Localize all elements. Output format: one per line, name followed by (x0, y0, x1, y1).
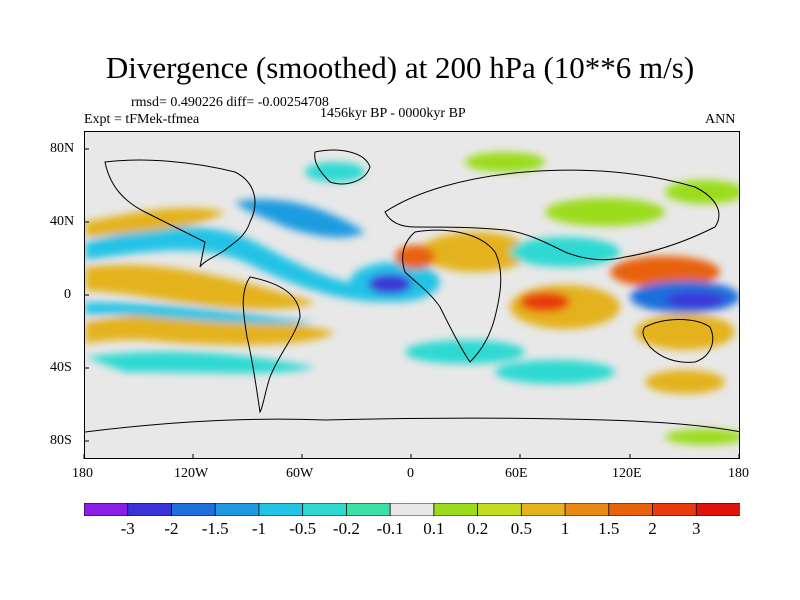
colorbar-swatch (652, 503, 698, 516)
west-pacific-convergence-core (665, 292, 725, 308)
x-tick-marks (83, 454, 740, 459)
west-pacific-south-warm (635, 314, 735, 350)
colorbar-label: 0.2 (466, 519, 489, 538)
arctic-blob-2 (465, 152, 545, 172)
divergence-map (85, 132, 739, 458)
y-tick-label: 80N (50, 141, 75, 156)
colorbar-swatch (302, 503, 348, 516)
x-tick-label: 120W (174, 466, 209, 481)
west-pacific-divergence (610, 256, 720, 288)
antarctic-blob (665, 429, 739, 445)
australia-outline (642, 319, 714, 363)
sahara-divergence (395, 245, 435, 269)
map-panel (84, 131, 740, 459)
colorbar-swatch (127, 503, 173, 516)
x-tick-label: 180 (728, 466, 749, 481)
experiment-label: Expt = tFMek-tfmea (84, 112, 200, 127)
colorbar-swatch (345, 503, 392, 516)
y-tick-marks (84, 148, 89, 442)
south-pacific-warm (645, 370, 725, 394)
divergence-field (85, 152, 739, 445)
colorbar-label: 1.5 (598, 519, 620, 538)
antarctica-outline (85, 417, 739, 433)
atlantic-convergence-core (368, 274, 412, 294)
colorbar-swatch (520, 503, 566, 516)
x-tick-label: 60W (286, 466, 314, 481)
africa-outline (402, 229, 502, 363)
x-tick-label: 180 (72, 466, 93, 481)
arctic-blob-3 (665, 180, 739, 204)
colorbar-label: -0.1 (376, 519, 404, 538)
x-tick-label: 0 (407, 466, 414, 481)
south-indian-band (495, 360, 615, 384)
band-sh-blue (85, 302, 315, 325)
colorbar-swatch (389, 503, 435, 516)
colorbar-swatch (564, 503, 610, 516)
colorbar-swatch (608, 503, 654, 516)
y-tick-label: 0 (64, 287, 71, 302)
y-tick-label: 80S (50, 433, 72, 448)
colorbar-label: -1 (251, 519, 267, 538)
colorbar-swatch (84, 503, 129, 516)
africa-divergence (420, 232, 530, 272)
colorbar-swatch (695, 503, 740, 516)
band-sh-south-blue (85, 351, 315, 374)
colorbar-swatch (171, 503, 217, 516)
arctic-blob-1 (305, 162, 365, 182)
band-eq-pacific-warm (85, 264, 315, 310)
asia-north-band (545, 198, 665, 226)
south-america-outline (242, 276, 301, 414)
plot-title: Divergence (smoothed) at 200 hPa (10**6 … (105, 50, 695, 85)
colorbar-label: 1 (560, 519, 570, 538)
colorbar-label: -0.2 (332, 519, 360, 538)
band-nh-atlantic-blue (235, 199, 365, 238)
south-atlantic-band (405, 340, 525, 364)
coastlines (85, 149, 739, 433)
colorbar-label: 3 (692, 519, 701, 538)
colorbar-swatch (477, 503, 523, 516)
y-tick-label: 40S (50, 360, 72, 375)
period-label: 1456kyr BP - 0000kyr BP (320, 106, 466, 121)
x-tick-label: 60E (505, 466, 528, 481)
x-tick-label: 120E (612, 466, 642, 481)
band-ne-warm (85, 207, 225, 237)
stats-text: rmsd= 0.490226 diff= -0.00254708 (131, 95, 329, 110)
band-nh-pacific-blue (85, 226, 385, 302)
colorbar-swatch (214, 503, 260, 516)
colorbar-label: -3 (120, 519, 135, 538)
season-label: ANN (705, 112, 736, 127)
greenland-outline (314, 149, 371, 185)
colorbar-label: -0.5 (289, 519, 317, 538)
colorbar-label: 0.1 (423, 519, 445, 538)
colorbar (84, 503, 740, 516)
colorbar-label: 2 (648, 519, 657, 538)
eurasia-outline (384, 169, 720, 261)
y-tick-label: 40N (50, 214, 75, 229)
colorbar-label: -1.5 (201, 519, 229, 538)
colorbar-swatch (258, 503, 304, 516)
colorbar-label: -2 (164, 519, 179, 538)
colorbar-swatch (433, 503, 479, 516)
colorbar-label: 0.5 (510, 519, 532, 538)
indian-ocean-core (520, 292, 570, 312)
north-america-outline (104, 159, 256, 268)
